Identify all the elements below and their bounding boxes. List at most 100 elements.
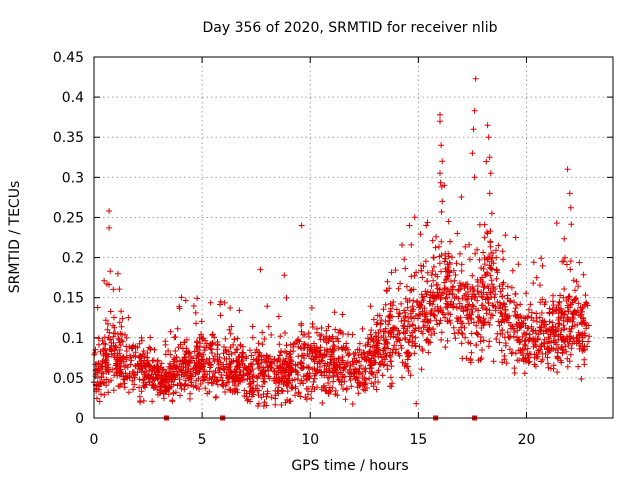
data-point <box>416 304 423 311</box>
data-point <box>548 339 554 346</box>
data-point <box>470 286 477 293</box>
data-point <box>474 297 481 304</box>
data-point <box>353 359 360 366</box>
data-point <box>214 341 221 348</box>
data-point <box>101 334 108 341</box>
data-point <box>544 327 551 334</box>
data-point <box>374 345 381 352</box>
data-point <box>349 401 356 407</box>
data-point <box>222 382 229 389</box>
data-point <box>509 267 516 274</box>
data-point <box>340 344 347 351</box>
data-point <box>453 304 460 310</box>
data-point <box>445 218 452 225</box>
data-point <box>481 283 488 290</box>
data-point <box>534 318 540 325</box>
data-point <box>370 383 377 390</box>
data-point <box>300 364 307 371</box>
data-point <box>453 260 460 267</box>
data-point <box>478 302 485 309</box>
data-point <box>537 327 544 334</box>
data-point <box>479 347 485 353</box>
data-point <box>182 369 189 376</box>
data-point <box>279 373 286 380</box>
data-point <box>506 334 513 341</box>
data-point <box>487 243 494 250</box>
data-point <box>465 320 472 327</box>
data-point <box>530 259 537 266</box>
data-point <box>275 384 282 391</box>
data-point <box>259 341 266 348</box>
data-point <box>108 339 115 346</box>
data-point <box>387 333 394 340</box>
data-point <box>110 286 117 293</box>
data-point <box>103 352 110 359</box>
data-point <box>488 294 495 300</box>
data-point <box>339 311 346 318</box>
data-point <box>428 272 435 278</box>
data-point <box>458 340 465 347</box>
data-point <box>566 190 573 197</box>
data-point <box>151 346 158 353</box>
data-point <box>395 313 402 320</box>
data-point <box>567 351 574 358</box>
data-point <box>116 383 123 390</box>
data-point <box>238 376 245 383</box>
data-point <box>110 387 117 394</box>
data-point <box>405 350 412 357</box>
data-point <box>181 354 188 361</box>
data-point <box>247 347 253 354</box>
data-point <box>478 265 485 271</box>
data-point <box>455 286 462 293</box>
data-point <box>287 341 294 348</box>
data-point <box>301 355 307 362</box>
data-point <box>118 308 125 315</box>
data-point <box>469 150 476 157</box>
data-point <box>356 340 363 347</box>
data-point <box>519 333 526 340</box>
data-point <box>457 318 464 325</box>
data-point <box>526 358 533 365</box>
data-point <box>529 328 536 335</box>
data-point <box>532 363 539 370</box>
data-point <box>331 309 338 316</box>
data-point <box>328 335 335 342</box>
data-point <box>474 246 481 253</box>
data-point <box>347 362 354 369</box>
data-point <box>431 294 438 301</box>
data-point <box>191 348 198 355</box>
data-point <box>291 340 298 347</box>
data-point <box>227 330 234 337</box>
data-point <box>258 356 265 363</box>
data-point <box>356 380 362 387</box>
data-point <box>345 352 352 359</box>
data-point <box>368 327 375 334</box>
x-tick-label: 20 <box>518 432 536 448</box>
data-point <box>499 248 506 255</box>
data-point <box>320 336 327 343</box>
data-point <box>558 359 565 366</box>
data-point <box>538 343 545 350</box>
data-point <box>512 290 519 297</box>
data-point <box>287 348 294 355</box>
data-point <box>370 316 377 323</box>
data-point <box>282 399 289 406</box>
data-point <box>569 299 576 306</box>
y-tick-label: 0.2 <box>62 251 84 267</box>
data-point <box>317 344 324 351</box>
data-point <box>382 336 389 343</box>
plot-area-frame <box>93 56 614 419</box>
data-point <box>568 345 575 352</box>
data-point <box>301 340 307 347</box>
data-point <box>476 256 483 263</box>
data-point <box>335 338 342 345</box>
data-point <box>201 347 208 354</box>
data-point <box>107 268 114 275</box>
data-point <box>418 267 425 274</box>
data-point <box>203 375 210 381</box>
data-point <box>533 355 540 362</box>
data-point <box>217 298 224 305</box>
data-point <box>285 380 292 387</box>
data-point <box>446 291 453 298</box>
y-tick-label: 0.15 <box>53 291 84 307</box>
